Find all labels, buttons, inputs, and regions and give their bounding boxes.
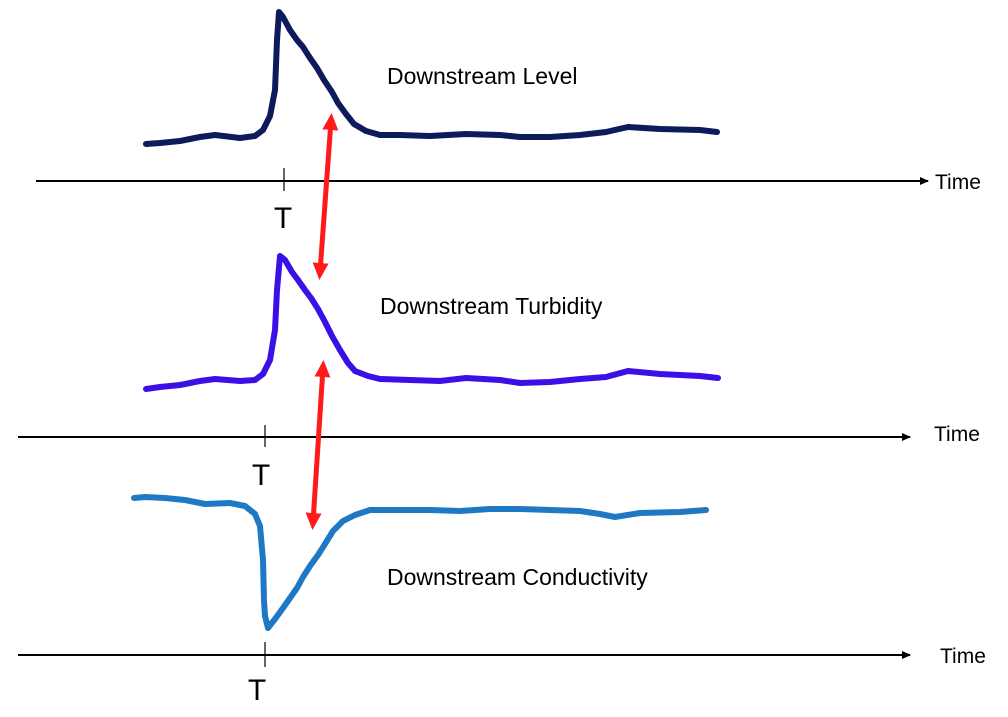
event-label-3: T	[248, 674, 266, 707]
panel-title-turbidity: Downstream Turbidity	[380, 293, 603, 319]
lag-arrow-level-turbidity	[312, 113, 339, 280]
event-label-2: T	[252, 459, 270, 492]
panel-level: T Time Downstream Level	[36, 9, 981, 235]
event-label-1: T	[274, 202, 292, 235]
lag-arrow-turbidity-conductivity	[305, 360, 331, 530]
conductivity-curve	[131, 494, 709, 631]
panel-title-conductivity: Downstream Conductivity	[387, 564, 648, 590]
axis-label-1: Time	[935, 171, 981, 194]
axis-label-3: Time	[940, 645, 986, 668]
panel-turbidity: T Time Downstream Turbidity	[18, 253, 980, 492]
turbidity-curve	[143, 253, 721, 392]
panel-conductivity: T Time Downstream Conductivity	[18, 494, 986, 707]
panel-title-level: Downstream Level	[387, 63, 577, 89]
level-curve	[143, 9, 720, 147]
axis-label-2: Time	[934, 423, 980, 446]
